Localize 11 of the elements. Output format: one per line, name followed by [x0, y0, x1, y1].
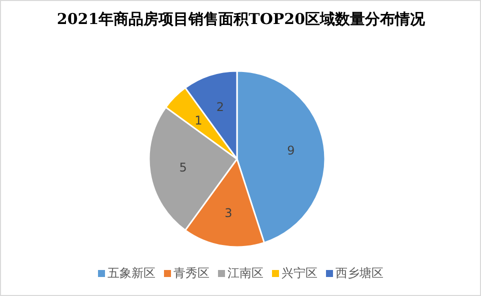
data-label: 3: [224, 206, 232, 220]
data-label: 9: [287, 143, 295, 158]
legend-label: 五象新区: [108, 265, 156, 282]
legend-label: 江南区: [228, 265, 264, 282]
legend-label: 西乡塘区: [336, 265, 384, 282]
legend-label: 青秀区: [174, 265, 210, 282]
legend-label: 兴宁区: [282, 265, 318, 282]
data-label: 2: [216, 100, 224, 114]
data-label: 1: [194, 113, 202, 128]
data-label: 5: [179, 160, 187, 175]
chart-title: 2021年商品房项目销售面积TOP20区域数量分布情况: [56, 9, 426, 29]
